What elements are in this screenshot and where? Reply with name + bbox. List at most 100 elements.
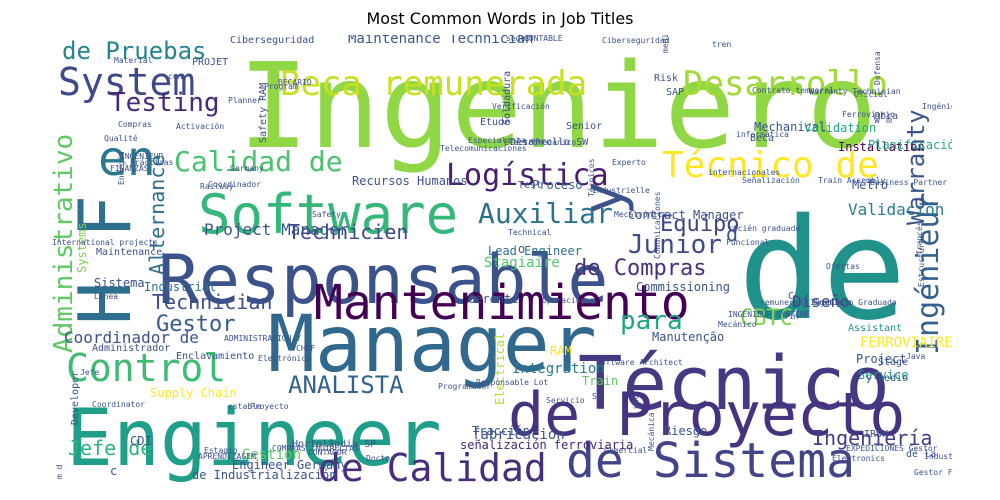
word-27: para (620, 306, 683, 336)
word-6: de Proyecto (508, 380, 905, 450)
word-88: Risk (654, 73, 678, 84)
word-4: Responsable (158, 241, 608, 320)
word-66: Commissioning (636, 280, 730, 294)
word-14: Técnico de (662, 145, 879, 186)
word-64: Train (582, 374, 618, 388)
word-37: Technicien (288, 220, 408, 244)
word-53: Contract Manager (628, 208, 744, 222)
word-120: Energía (117, 151, 126, 185)
word-19: Calidad de (174, 145, 343, 178)
word-119: Coordinador (208, 180, 261, 189)
word-137: Safety (312, 210, 341, 219)
word-174: APRENDIZAGEM (198, 452, 256, 461)
word-127: Compras (118, 120, 152, 129)
word-166: Electromecánico (504, 138, 576, 147)
word-68: Project (856, 352, 907, 366)
word-3: Manager (268, 300, 597, 390)
word-87: Obra (874, 111, 898, 122)
word-151: INGÉNIEUR SYSTÈME (728, 308, 810, 319)
word-161: medio ambiente (661, 35, 670, 53)
word-54: Lead Engineer (488, 244, 582, 258)
word-30: Technician (152, 290, 272, 314)
word-89: SAP (666, 87, 684, 98)
word-115: Comunicaciones (653, 191, 662, 259)
word-12: Beca remunerada (280, 64, 587, 104)
word-96: Safety RAM (258, 83, 269, 143)
word-135: Mecatrónica (614, 209, 667, 219)
word-99: Desarrollo SW (510, 137, 589, 148)
word-67: FERROVIAIRE (860, 335, 952, 351)
word-11: de Calidad (318, 446, 547, 489)
word-146: Ofertas (826, 262, 860, 271)
word-100: Comercial (604, 446, 648, 455)
word-44: Stagiaire (484, 255, 560, 271)
word-26: Administrativo (49, 134, 79, 353)
word-56: Electrical (493, 333, 507, 405)
word-32: Equipo (660, 212, 739, 237)
word-57: fabricación (472, 427, 565, 443)
word-82: Test (518, 180, 542, 191)
word-17: System (58, 60, 195, 104)
word-76: Sistema (94, 276, 145, 290)
word-97: Experto (612, 158, 646, 167)
word-168: und (631, 394, 640, 409)
word-158: Ciberseguridad (602, 36, 670, 45)
word-45: Diseño (792, 292, 850, 311)
word-34: Ingeniería (812, 426, 932, 450)
word-52: Ciberseguridad (230, 35, 314, 46)
word-92: PROJET (192, 57, 228, 68)
word-13: Desarrollo (683, 64, 888, 104)
word-35: Jefe de (68, 436, 152, 460)
word-48: Integration (512, 361, 605, 377)
word-94: sedes (506, 35, 530, 43)
word-121: Railway (200, 182, 234, 191)
word-105: Stage (878, 357, 908, 368)
word-178: c (110, 464, 117, 478)
word-109: fin (784, 312, 799, 321)
word-141: Electrónico (258, 353, 311, 363)
word-154: Industrial (924, 452, 952, 461)
word-74: Maintenance (96, 247, 162, 258)
word-18: y (571, 181, 636, 215)
word-172: Estagio (204, 446, 238, 455)
word-157: Defensa (873, 51, 882, 85)
word-7: Mantenimiento (314, 275, 690, 331)
word-170: Jefe (80, 368, 99, 377)
word-47: Installation (838, 140, 925, 154)
word-98: Técnicos (586, 158, 596, 197)
word-102: IRUN (864, 429, 888, 440)
word-60: Riesgo (664, 424, 707, 438)
word-23: de Pruebas (62, 37, 207, 65)
word-138: International projects (52, 238, 158, 247)
word-58: señalización ferroviaria (460, 438, 633, 452)
word-21: Auxiliar (478, 197, 613, 230)
word-143: CHEF (296, 344, 315, 353)
word-114: Operación y (542, 295, 595, 305)
word-93: Material (114, 56, 153, 65)
word-179: d (726, 222, 738, 246)
word-24: Junior (628, 230, 722, 260)
word-165: Verificación (492, 101, 550, 111)
word-63: Gestion (242, 447, 301, 463)
word-153: EXPEDICIONES Gestor (846, 444, 938, 453)
word-110: SW (592, 392, 602, 401)
word-103: de la (906, 449, 936, 460)
word-33: Warranty (902, 109, 930, 225)
word-112: Programador (438, 382, 491, 391)
word-159: tren (712, 40, 731, 49)
word-101: Electronics (832, 454, 885, 463)
word-164: BECARIO (278, 78, 312, 87)
word-50: Recursos Humanos (352, 174, 468, 188)
word-73: Manutenção (652, 330, 724, 344)
word-29: Gestor (156, 312, 235, 337)
word-122: Germany (230, 164, 264, 173)
word-95: CONTABLE (524, 35, 563, 43)
word-108: Mecánico (718, 320, 757, 329)
word-107: Java (906, 352, 925, 361)
word-145: Software Architect (596, 358, 683, 367)
word-156: Ingénieur (922, 101, 952, 111)
word-163: INGENIEUR (120, 152, 164, 161)
word-134: Industrielle (592, 186, 650, 195)
word-91: Program (264, 82, 298, 91)
word-42: Maintenance Technician (348, 35, 533, 47)
